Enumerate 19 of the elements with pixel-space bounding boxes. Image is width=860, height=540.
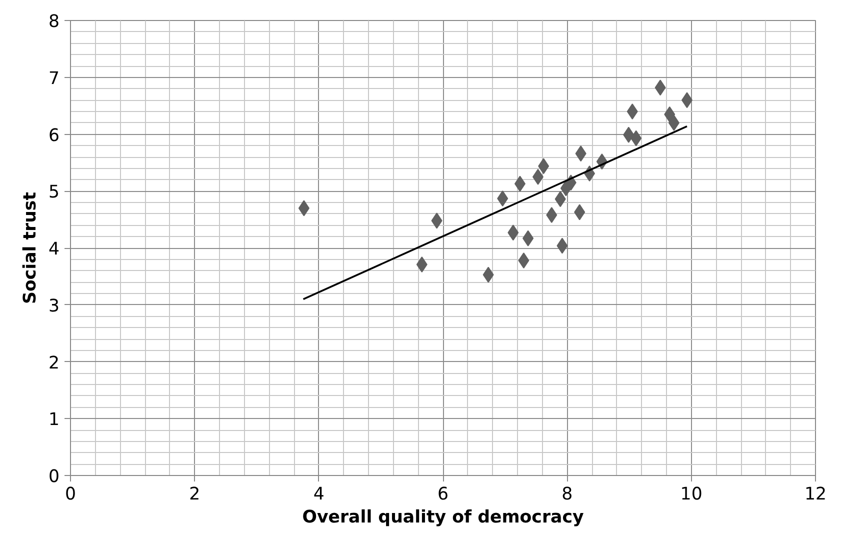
y-tick-label: 6	[48, 126, 60, 146]
y-tick-label: 7	[48, 68, 60, 89]
x-tick-label: 4	[313, 484, 324, 504]
y-tick-label: 8	[48, 12, 60, 32]
y-tick-label: 4	[48, 240, 60, 260]
x-axis-title: Overall quality of democracy	[302, 508, 584, 528]
point	[626, 104, 638, 120]
y-tick-label: 2	[48, 353, 60, 374]
x-tick-label: 2	[189, 484, 200, 504]
x-tick-label: 12	[804, 484, 827, 504]
x-tick-label: 10	[680, 484, 702, 504]
x-tick-label: 6	[437, 484, 449, 504]
y-tick-label: 1	[48, 410, 60, 430]
x-tick-label: 8	[562, 484, 573, 504]
y-axis-title: Social trust	[20, 192, 40, 304]
y-tick-label: 3	[48, 296, 60, 316]
y-tick-label: 5	[48, 182, 60, 203]
y-tick-label: 0	[48, 467, 60, 487]
x-tick-label: 0	[64, 484, 76, 504]
